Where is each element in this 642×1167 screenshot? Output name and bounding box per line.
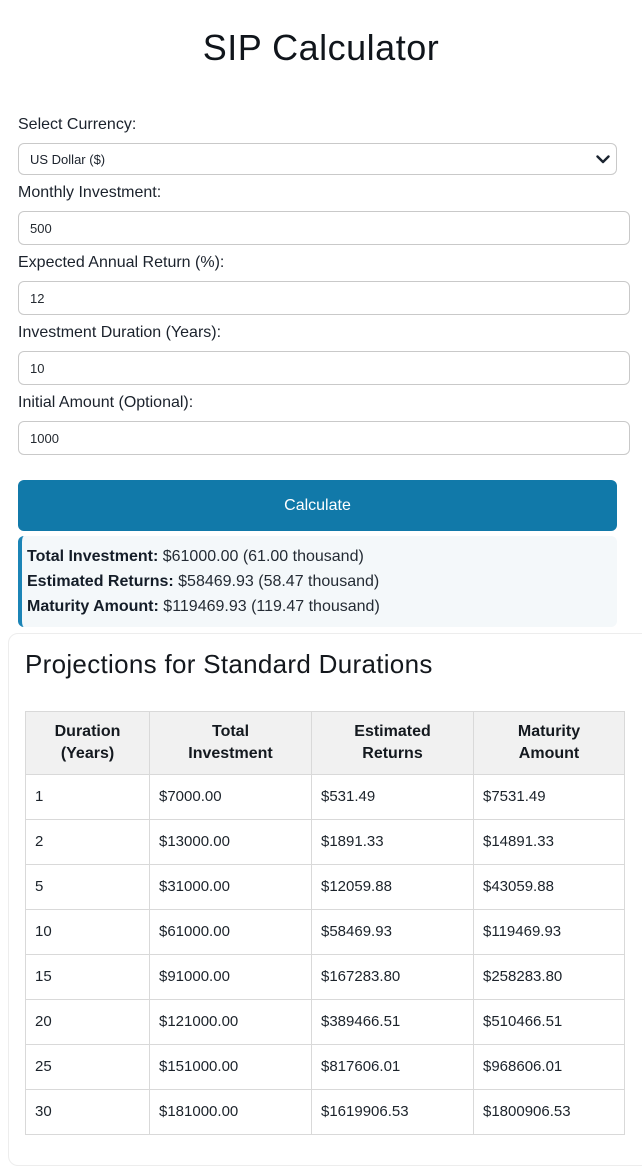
duration-field[interactable] bbox=[18, 351, 630, 385]
column-header: Estimated Returns bbox=[311, 711, 474, 775]
table-row: 25 $151000.00 $817606.01 $968606.01 bbox=[25, 1044, 625, 1090]
projections-card: Projections for Standard Durations Durat… bbox=[8, 633, 642, 1166]
maturity-amount-label: Maturity Amount: bbox=[27, 598, 159, 615]
projections-table-body: 1 $7000.00 $531.49 $7531.49 2 $13000.00 $1891.… bbox=[25, 774, 625, 1135]
estimated-returns-value: $58469.93 (58.47 thousand) bbox=[178, 573, 380, 590]
projections-table: Duration (Years) Total Investment Estimate… bbox=[25, 711, 625, 1135]
table-cell: $7000.00 bbox=[149, 774, 312, 820]
table-cell: 30 bbox=[25, 1089, 150, 1135]
table-cell: $58469.93 bbox=[311, 909, 474, 955]
table-cell: $167283.80 bbox=[311, 954, 474, 1000]
table-cell: 20 bbox=[25, 999, 150, 1045]
table-cell: $181000.00 bbox=[149, 1089, 312, 1135]
annual-return-field[interactable] bbox=[18, 281, 630, 315]
table-cell: 10 bbox=[25, 909, 150, 955]
table-row: 15 $91000.00 $167283.80 $258283.80 bbox=[25, 954, 625, 1000]
table-cell: $968606.01 bbox=[473, 1044, 625, 1090]
initial-amount-label: Initial Amount (Optional): bbox=[18, 394, 194, 411]
column-header: Maturity Amount bbox=[473, 711, 625, 775]
table-cell: $389466.51 bbox=[311, 999, 474, 1045]
maturity-amount-value: $119469.93 (119.47 thousand) bbox=[163, 598, 380, 615]
table-cell: $817606.01 bbox=[311, 1044, 474, 1090]
table-cell: 5 bbox=[25, 864, 150, 910]
total-investment-label: Total Investment: bbox=[27, 548, 159, 565]
table-row: 30 $181000.00 $1619906.53 $1800906.53 bbox=[25, 1089, 625, 1135]
projections-heading: Projections for Standard Durations bbox=[25, 649, 433, 679]
currency-label: Select Currency: bbox=[18, 116, 137, 133]
annual-return-label: Expected Annual Return (%): bbox=[18, 254, 225, 271]
table-cell: $119469.93 bbox=[473, 909, 625, 955]
table-cell: 25 bbox=[25, 1044, 150, 1090]
monthly-investment-label: Monthly Investment: bbox=[18, 184, 162, 201]
table-cell: $14891.33 bbox=[473, 819, 625, 865]
table-row: 5 $31000.00 $12059.88 $43059.88 bbox=[25, 864, 625, 910]
table-cell: $91000.00 bbox=[149, 954, 312, 1000]
table-cell: $61000.00 bbox=[149, 909, 312, 955]
table-cell: $531.49 bbox=[311, 774, 474, 820]
table-cell: $12059.88 bbox=[311, 864, 474, 910]
page-title: SIP Calculator bbox=[202, 27, 440, 68]
table-row: 20 $121000.00 $389466.51 $510466.51 bbox=[25, 999, 625, 1045]
duration-label: Investment Duration (Years): bbox=[18, 324, 222, 341]
currency-select-wrap: US Dollar ($) bbox=[18, 143, 617, 175]
projections-table-head: Duration (Years) Total Investment Estimate… bbox=[25, 711, 625, 775]
initial-amount-field[interactable] bbox=[18, 421, 630, 455]
table-cell: $1800906.53 bbox=[473, 1089, 625, 1135]
table-cell: 2 bbox=[25, 819, 150, 865]
table-cell: $258283.80 bbox=[473, 954, 625, 1000]
table-cell: $31000.00 bbox=[149, 864, 312, 910]
table-row: 10 $61000.00 $58469.93 $119469.93 bbox=[25, 909, 625, 955]
estimated-returns-line: Estimated Returns: $58469.93 (58.47 thou… bbox=[27, 569, 609, 594]
table-cell: $1619906.53 bbox=[311, 1089, 474, 1135]
table-cell: $121000.00 bbox=[149, 999, 312, 1045]
monthly-investment-field[interactable] bbox=[18, 211, 630, 245]
table-cell: 15 bbox=[25, 954, 150, 1000]
currency-select[interactable]: US Dollar ($) bbox=[18, 143, 617, 175]
table-cell: $7531.49 bbox=[473, 774, 625, 820]
calculate-button[interactable]: Calculate bbox=[18, 480, 617, 531]
table-cell: $13000.00 bbox=[149, 819, 312, 865]
table-cell: $510466.51 bbox=[473, 999, 625, 1045]
column-header: Duration (Years) bbox=[25, 711, 150, 775]
table-row: 2 $13000.00 $1891.33 $14891.33 bbox=[25, 819, 625, 865]
table-cell: $1891.33 bbox=[311, 819, 474, 865]
results-summary: Total Investment: $61000.00 (61.00 thous… bbox=[18, 536, 617, 627]
table-cell: $43059.88 bbox=[473, 864, 625, 910]
table-cell: $151000.00 bbox=[149, 1044, 312, 1090]
total-investment-line: Total Investment: $61000.00 (61.00 thous… bbox=[27, 544, 609, 569]
sip-form: Select Currency: US Dollar ($) Monthly I… bbox=[0, 115, 642, 627]
maturity-amount-line: Maturity Amount: $119469.93 (119.47 thou… bbox=[27, 594, 609, 619]
table-row: 1 $7000.00 $531.49 $7531.49 bbox=[25, 774, 625, 820]
column-header: Total Investment bbox=[149, 711, 312, 775]
estimated-returns-label: Estimated Returns: bbox=[27, 573, 174, 590]
table-cell: 1 bbox=[25, 774, 150, 820]
total-investment-value: $61000.00 (61.00 thousand) bbox=[162, 548, 364, 565]
